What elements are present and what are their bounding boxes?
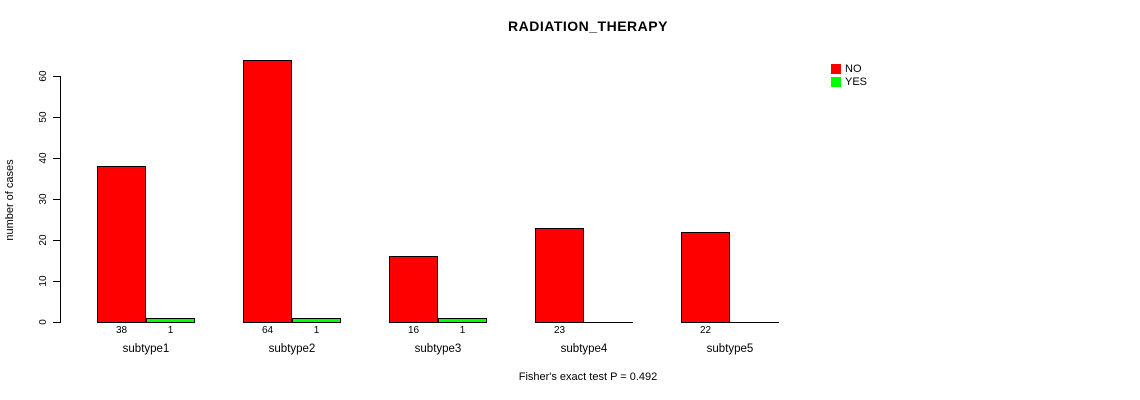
chart-title: RADIATION_THERAPY [508, 18, 668, 34]
y-axis-tick [53, 281, 60, 282]
y-axis-tick [53, 117, 60, 118]
y-axis-tick-label: 50 [38, 111, 49, 123]
x-axis-category-label-subtype1: subtype1 [122, 343, 170, 355]
bar-yes-subtype4 [584, 322, 633, 323]
bar-count-label-no-subtype2: 64 [261, 325, 274, 336]
x-axis-category-label-subtype5: subtype5 [706, 343, 754, 355]
y-axis-tick-label: 0 [38, 319, 49, 325]
bar-count-label-no-subtype1: 38 [115, 325, 128, 336]
y-axis-tick [53, 76, 60, 77]
x-axis-category-label-subtype3: subtype3 [414, 343, 462, 355]
y-axis-tick-label: 30 [38, 193, 49, 205]
y-axis-tick [53, 199, 60, 200]
legend-swatch-yes [831, 77, 841, 87]
legend-row-no: NO [831, 62, 867, 75]
bar-count-label-no-subtype3: 16 [407, 325, 420, 336]
y-axis-tick [53, 322, 60, 323]
fisher-test-annotation: Fisher's exact test P = 0.492 [518, 371, 658, 383]
y-axis-tick-label: 60 [38, 70, 49, 82]
legend-row-yes: YES [831, 75, 868, 88]
bar-count-label-yes-subtype1: 1 [167, 325, 174, 336]
y-axis-label: number of cases [4, 159, 16, 241]
bar-yes-subtype1 [146, 318, 195, 323]
bar-yes-subtype5 [730, 322, 779, 323]
x-axis-category-label-subtype4: subtype4 [560, 343, 608, 355]
y-axis-tick-label: 10 [38, 275, 49, 287]
legend: NO YES [831, 62, 868, 90]
bar-count-label-no-subtype4: 23 [553, 325, 566, 336]
legend-swatch-no [831, 64, 841, 74]
bar-count-label-yes-subtype2: 1 [313, 325, 320, 336]
bar-no-subtype2 [243, 60, 292, 323]
bar-no-subtype5 [681, 232, 730, 323]
bar-count-label-yes-subtype3: 1 [459, 325, 466, 336]
y-axis-tick-label: 40 [38, 152, 49, 164]
x-axis-category-label-subtype2: subtype2 [268, 343, 316, 355]
legend-label: YES [845, 75, 868, 88]
bar-count-label-no-subtype5: 22 [699, 325, 712, 336]
y-axis-line [60, 76, 61, 323]
bar-no-subtype4 [535, 228, 584, 323]
y-axis-tick [53, 240, 60, 241]
bar-yes-subtype3 [438, 318, 487, 323]
bar-yes-subtype2 [292, 318, 341, 323]
bar-no-subtype3 [389, 256, 438, 323]
legend-label: NO [845, 62, 862, 75]
y-axis-tick-label: 20 [38, 234, 49, 246]
y-axis-tick [53, 158, 60, 159]
bar-no-subtype1 [97, 166, 146, 323]
